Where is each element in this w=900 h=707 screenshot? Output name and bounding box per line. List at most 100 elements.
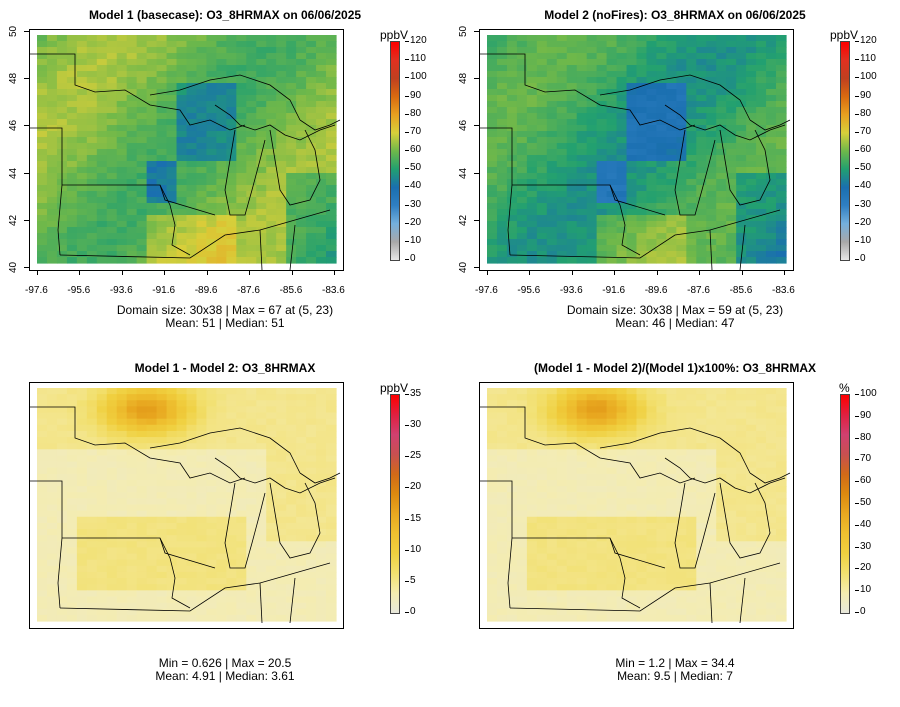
grid-cell [266,522,277,530]
grid-cell [496,35,508,42]
grid-cell [576,553,588,561]
grid-cell [76,89,88,96]
colorbar-tick-label: 50 [404,162,422,174]
grid-cell [96,443,108,450]
grid-cell [616,251,628,258]
grid-cell [56,614,68,622]
grid-cell [686,113,697,120]
grid-cell [546,486,558,493]
grid-cell [606,227,618,234]
grid-cell [506,437,518,444]
grid-cell [176,424,188,432]
grid-cell [196,424,208,432]
grid-cell [766,418,777,426]
grid-cell [126,209,138,216]
grid-cell [526,504,538,512]
grid-cell [556,233,568,240]
grid-cell [706,65,717,72]
grid-cell [326,553,337,561]
grid-cell [676,541,687,549]
grid-cell [616,473,628,481]
grid-cell [536,155,548,162]
grid-cell [706,578,717,585]
grid-cell [86,584,98,591]
grid-cell [226,203,237,210]
grid-cell [496,173,508,180]
lon-tick-mark [529,270,531,275]
grid-cell [716,227,727,234]
grid-cell [656,179,667,186]
grid-cell [126,461,138,469]
grid-cell [726,437,737,444]
grid-cell [66,559,78,567]
grid-cell [496,559,508,567]
grid-cell [156,602,168,610]
grid-cell [746,143,757,150]
grid-cell [696,614,707,622]
grid-cell [66,449,78,457]
grid-cell [606,215,618,222]
grid-cell [66,191,78,198]
grid-cell [156,559,168,567]
grid-cell [516,155,528,162]
grid-cell [96,584,108,591]
grid-cell [666,522,677,530]
grid-cell [566,406,578,414]
grid-cell [506,400,518,407]
grid-cell [96,516,108,524]
grid-cell [306,535,317,542]
grid-cell [276,492,287,499]
grid-cell [556,430,568,438]
grid-cell [646,400,658,407]
grid-cell [86,473,98,481]
grid-cell [326,541,337,549]
grid-cell [76,584,88,591]
grid-cell [106,479,118,487]
grid-cell [766,394,777,401]
grid-cell [286,233,297,240]
grid-cell [746,486,757,493]
grid-cell [536,149,548,156]
grid-cell [176,559,188,567]
colorbar-tick-label: 10 [404,543,422,555]
grid-cell [296,203,307,210]
grid-cell [696,101,707,108]
grid-cell [306,95,317,102]
grid-cell [556,559,568,567]
grid-cell [66,584,78,591]
grid-cell [76,522,88,530]
grid-cell [716,529,727,536]
grid-cell [716,541,727,549]
grid-cell [566,602,578,610]
grid-cell [126,125,138,132]
grid-cell [286,41,297,48]
grid-cell [96,455,108,463]
grid-cell [586,59,598,66]
grid-cell [76,400,88,407]
grid-cell [636,221,648,228]
grid-cell [56,388,68,395]
grid-cell [106,149,118,156]
grid-cell [686,498,697,506]
grid-cell [146,461,158,469]
grid-cell [487,596,498,604]
lon-tick-label: -85.6 [729,285,753,296]
grid-cell [656,245,667,252]
grid-cell [636,547,648,555]
grid-cell [646,227,658,234]
grid-cell [676,227,687,234]
colorbar-tick-label: 20 [854,562,872,574]
grid-cell [526,35,538,42]
grid-cell [196,400,208,407]
grid-cell [276,467,287,475]
grid-cell [626,77,638,84]
grid-cell [216,516,227,524]
colorbar-tick-label: 80 [854,431,872,443]
lon-tick-label: -89.6 [644,285,668,296]
grid-cell [126,486,138,493]
grid-cell [266,251,277,258]
grid-cell [636,571,648,579]
grid-cell [37,510,48,518]
grid-cell [566,584,578,591]
grid-cell [296,498,307,506]
